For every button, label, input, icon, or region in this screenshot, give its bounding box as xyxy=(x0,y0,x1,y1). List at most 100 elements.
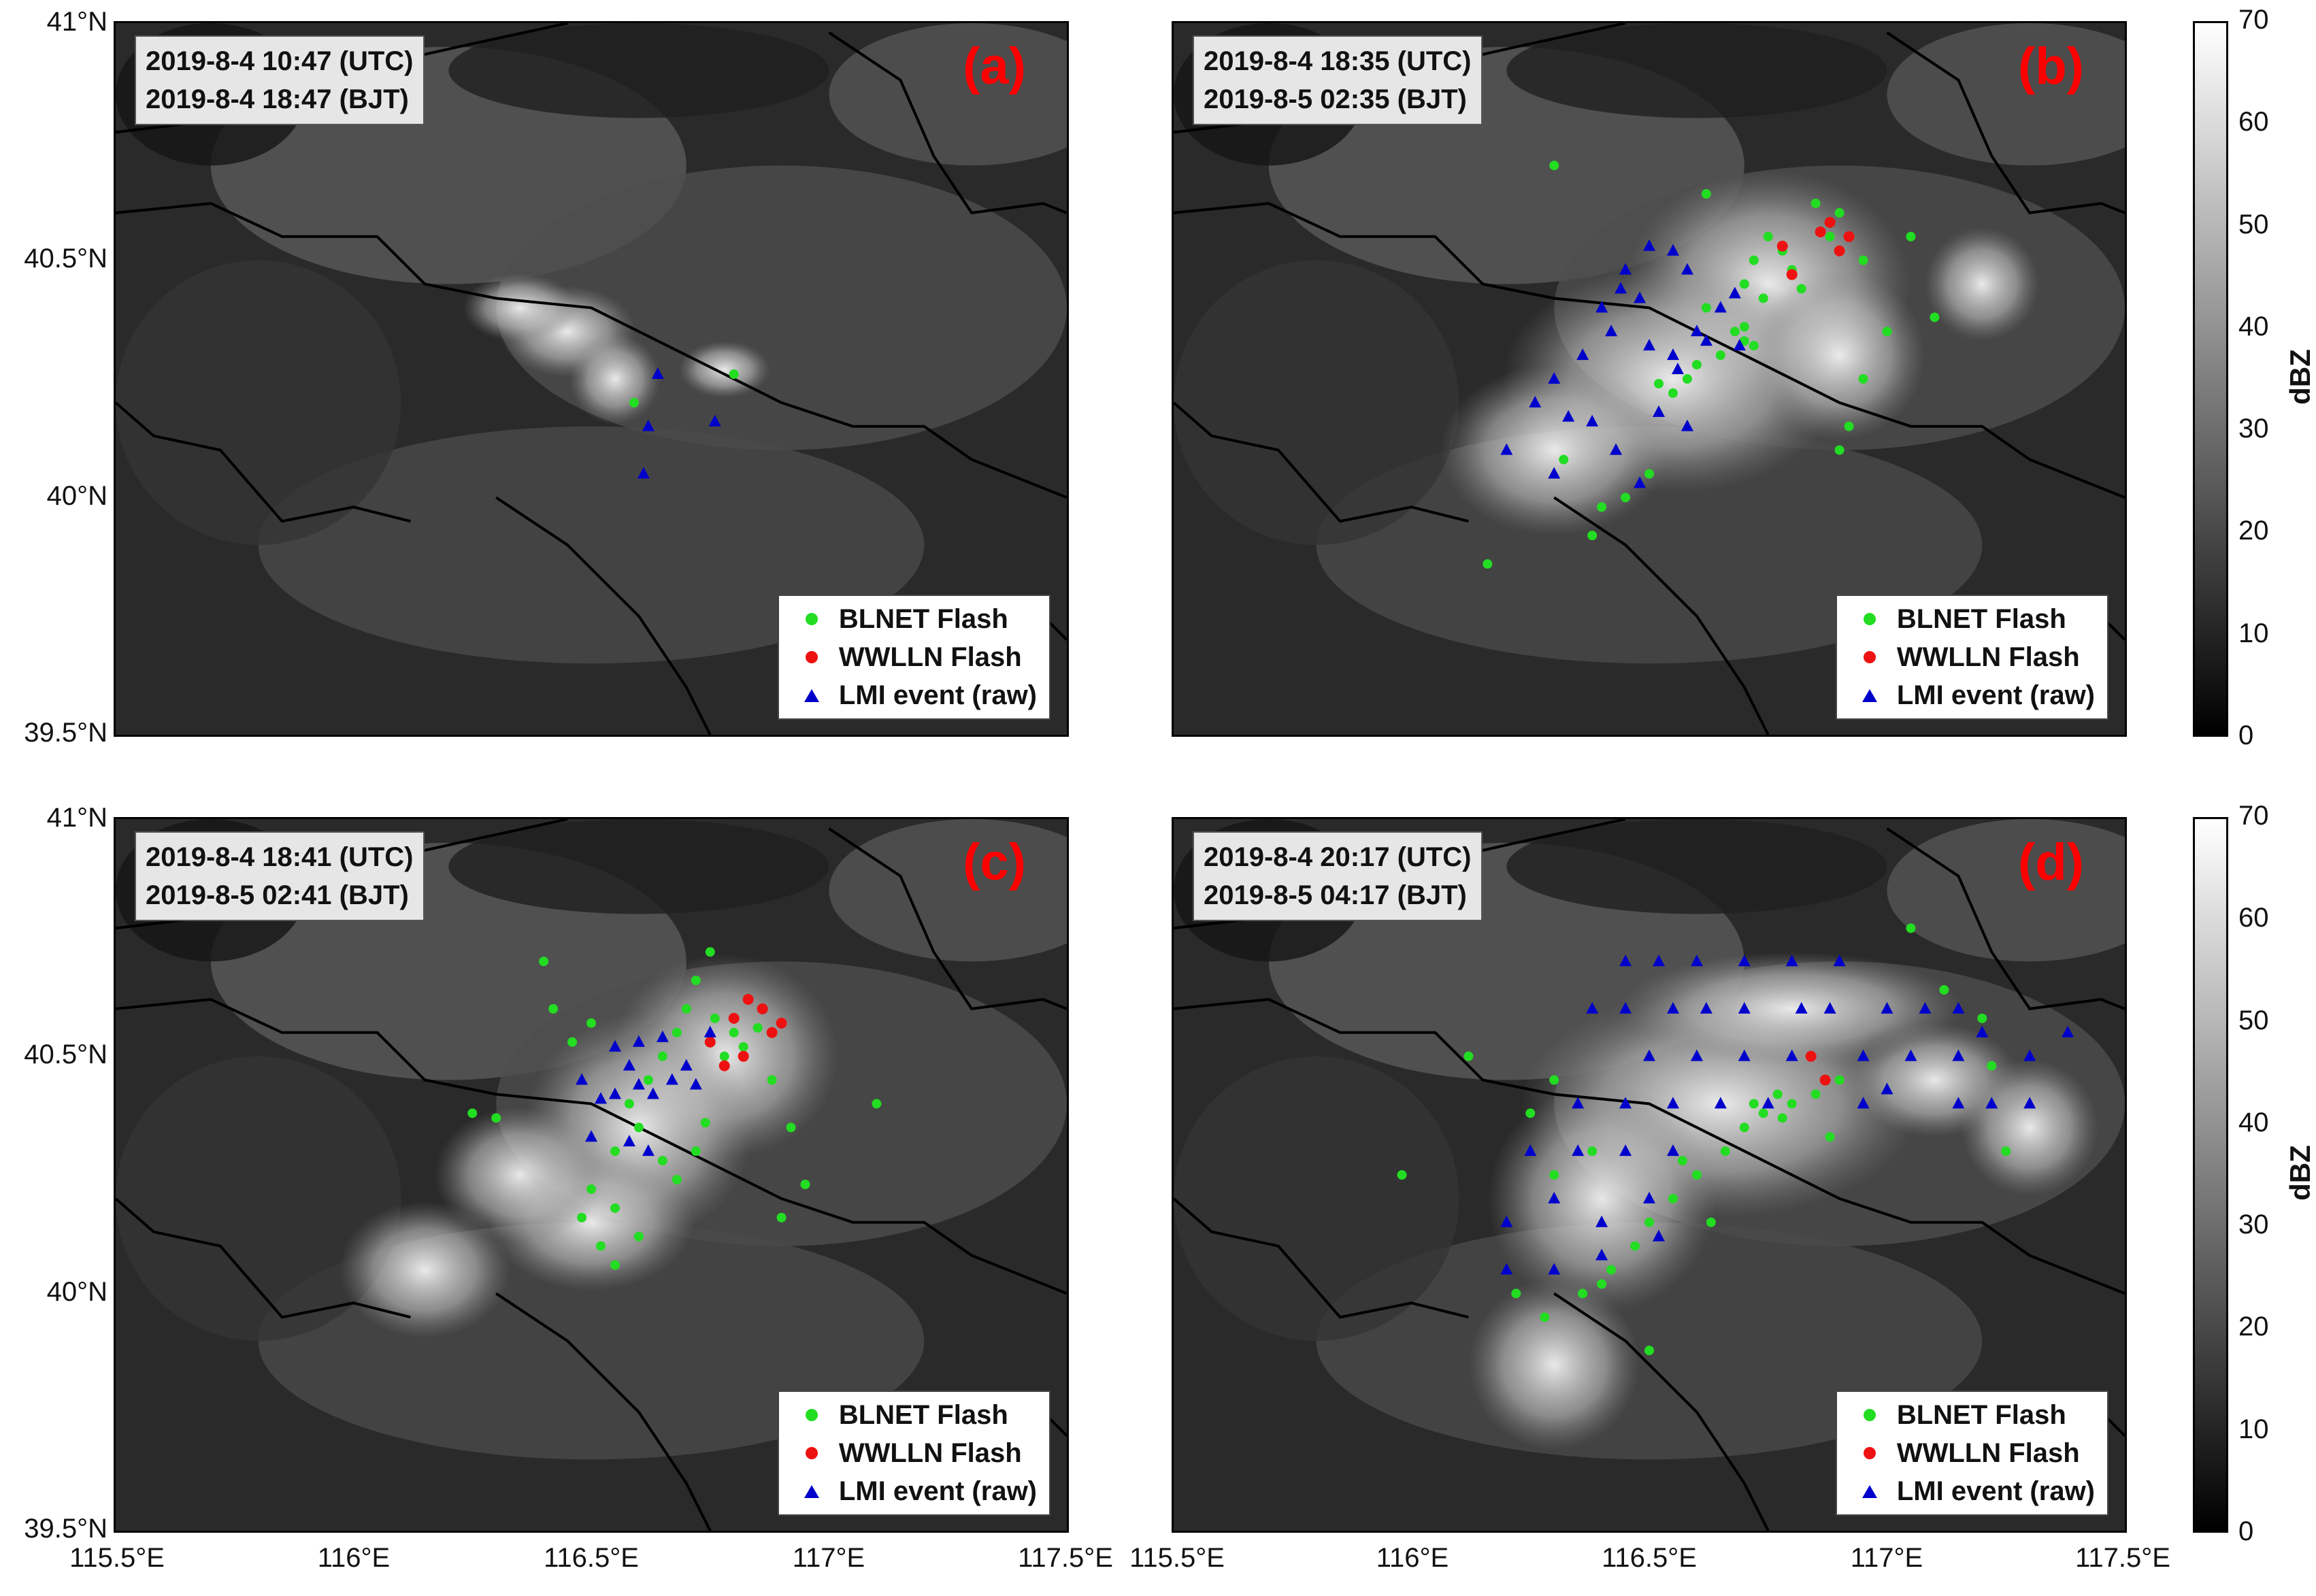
blnet-flash-point xyxy=(1715,350,1725,361)
bjt-time: 2019-8-5 04:17 (BJT) xyxy=(1204,880,1467,910)
lmi-event-marker xyxy=(1619,1001,1632,1014)
lmi-event-marker xyxy=(1610,443,1623,455)
lmi-event-marker xyxy=(1666,244,1679,256)
lmi-event-marker xyxy=(1857,1049,1870,1061)
blnet-flash-point xyxy=(1644,1346,1654,1356)
blnet-flash-point xyxy=(1559,454,1569,465)
blnet-flash-point xyxy=(786,1123,796,1133)
red-dot-icon xyxy=(805,651,818,663)
legend: BLNET Flash WWLLN Flash LMI event (raw) xyxy=(777,595,1051,720)
storm-cell xyxy=(434,1106,606,1244)
lmi-event-marker xyxy=(1652,1229,1665,1242)
timestamp-box: 2019-8-4 20:17 (UTC) 2019-8-5 04:17 (BJT… xyxy=(1193,831,1483,921)
lat-tick-label: 40°N xyxy=(46,1277,107,1307)
blnet-flash-point xyxy=(1720,1146,1730,1157)
lmi-event-marker xyxy=(1548,1191,1561,1203)
blnet-flash-point xyxy=(1796,284,1806,294)
lmi-event-marker xyxy=(1785,954,1798,967)
lmi-event-marker xyxy=(708,414,721,427)
colorbar-tick-label: 70 xyxy=(2238,801,2269,831)
lmi-event-marker xyxy=(1643,339,1655,351)
lmi-event-marker xyxy=(1681,419,1693,431)
lmi-event-marker xyxy=(1952,1001,1965,1014)
legend-item-lmi: LMI event (raw) xyxy=(791,676,1037,714)
lmi-event-marker xyxy=(1833,954,1846,967)
panel-label: (a) xyxy=(963,37,1026,95)
colorbar-tick-label: 60 xyxy=(2238,107,2269,137)
colorbar-tick-label: 30 xyxy=(2238,414,2269,444)
legend-item-lmi: LMI event (raw) xyxy=(791,1472,1037,1510)
blnet-flash-point xyxy=(1906,231,1916,242)
blnet-flash-point xyxy=(1739,1123,1749,1133)
blnet-flash-point xyxy=(705,947,715,957)
lmi-event-marker xyxy=(1795,1001,1808,1014)
legend-item-blnet: BLNET Flash xyxy=(1849,1396,2095,1434)
blnet-flash-point xyxy=(586,1184,596,1194)
lmi-event-marker xyxy=(1548,1263,1561,1275)
map-panel-c: 2019-8-4 18:41 (UTC) 2019-8-5 02:41 (BJT… xyxy=(114,817,1069,1533)
lmi-event-marker xyxy=(1700,334,1713,346)
wwlln-flash-point xyxy=(1786,269,1798,280)
lmi-event-marker xyxy=(1700,1001,1713,1014)
legend-item-blnet: BLNET Flash xyxy=(791,1396,1037,1434)
lmi-event-marker xyxy=(1690,954,1703,967)
blnet-flash-point xyxy=(1834,1075,1844,1085)
lmi-event-marker xyxy=(1529,395,1542,408)
lmi-event-marker xyxy=(1919,1001,1932,1014)
cloud-region xyxy=(116,1056,401,1342)
bjt-time: 2019-8-5 02:35 (BJT) xyxy=(1204,84,1467,114)
boundary-line xyxy=(116,1197,411,1319)
blnet-flash-point xyxy=(1749,255,1759,265)
lmi-event-marker xyxy=(1733,339,1746,351)
blnet-flash-point xyxy=(467,1108,478,1118)
lon-tick-label: 115.5°E xyxy=(69,1543,165,1573)
blnet-flash-point xyxy=(643,1075,653,1085)
blnet-flash-point xyxy=(710,1013,720,1023)
blnet-flash-point xyxy=(1977,1013,1987,1023)
lmi-event-marker xyxy=(642,419,655,431)
legend: BLNET Flash WWLLN Flash LMI event (raw) xyxy=(777,1391,1051,1516)
colorbar-tick-label: 10 xyxy=(2238,618,2269,648)
colorbar-tick-label: 30 xyxy=(2238,1210,2269,1240)
blnet-flash-point xyxy=(610,1260,620,1270)
cloud-region xyxy=(829,23,1067,166)
wwlln-flash-point xyxy=(718,1060,730,1071)
lmi-event-marker xyxy=(1572,1097,1585,1109)
boundary-line xyxy=(495,496,712,735)
lmi-event-marker xyxy=(1785,1049,1798,1061)
colorbar-tick-label: 70 xyxy=(2238,5,2269,35)
blnet-flash-point xyxy=(681,1003,691,1014)
wwlln-flash-point xyxy=(757,1003,768,1014)
lmi-event-marker xyxy=(1634,476,1647,488)
map-panel-d: 2019-8-4 20:17 (UTC) 2019-8-5 04:17 (BJT… xyxy=(1172,817,2127,1533)
wwlln-flash-point xyxy=(776,1017,787,1029)
cloud-region xyxy=(1174,1056,1459,1342)
lmi-event-marker xyxy=(680,1059,693,1071)
boundary-line xyxy=(1886,31,2125,215)
wwlln-flash-point xyxy=(728,1012,740,1024)
cloud-region xyxy=(1506,23,1887,118)
blnet-flash-point xyxy=(776,1212,787,1223)
lmi-event-marker xyxy=(1619,1144,1632,1157)
colorbar-tick-label: 50 xyxy=(2238,1005,2269,1035)
blnet-flash-point xyxy=(691,976,701,986)
blnet-flash-point xyxy=(672,1174,682,1184)
lmi-event-marker xyxy=(1738,1049,1751,1061)
blnet-flash-point xyxy=(1668,388,1678,398)
blnet-flash-point xyxy=(633,1231,644,1242)
lmi-event-marker xyxy=(1586,414,1599,427)
blnet-flash-point xyxy=(1549,161,1559,171)
storm-cell xyxy=(339,1201,511,1338)
lmi-event-marker xyxy=(1952,1049,1965,1061)
panel-label: (d) xyxy=(2017,833,2084,891)
radar-reflectivity-map xyxy=(1174,23,2125,735)
lmi-event-marker xyxy=(608,1040,621,1052)
lmi-event-marker xyxy=(656,1030,669,1042)
blnet-flash-point xyxy=(1540,1312,1550,1323)
blnet-flash-point xyxy=(1858,374,1868,384)
red-dot-icon xyxy=(1863,1447,1876,1459)
blnet-flash-point xyxy=(1597,1279,1607,1289)
blnet-flash-point xyxy=(1511,1289,1521,1299)
blnet-flash-point xyxy=(1706,1217,1716,1227)
boundary-line xyxy=(1553,1292,1770,1531)
